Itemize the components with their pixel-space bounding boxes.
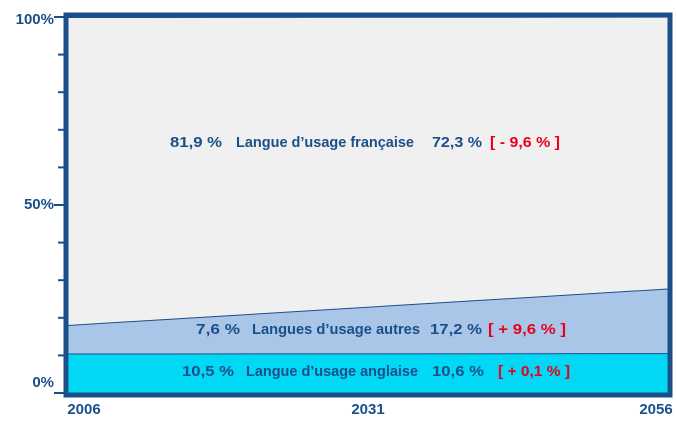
x-tick-label: 2006 — [67, 401, 100, 418]
area — [68, 16, 668, 325]
series-name: Langues d’usage autres — [252, 321, 420, 338]
y-tick-label: 0% — [32, 374, 54, 391]
change-label: [ + 0,1 % ] — [498, 363, 570, 380]
value-label: 7,6 % — [196, 321, 240, 338]
y-tick-label: 100% — [16, 11, 54, 28]
series-name: Langue d’usage française — [236, 134, 414, 151]
value-label: 81,9 % — [170, 134, 222, 151]
y-tick-label: 50% — [24, 196, 54, 213]
value-label: 17,2 % — [430, 321, 482, 338]
area — [68, 288, 668, 354]
x-tick-label: 2031 — [351, 401, 384, 418]
value-label: 72,3 % — [432, 134, 482, 151]
series-name: Langue d’usage anglaise — [246, 363, 418, 380]
change-label: [ + 9,6 % ] — [488, 321, 566, 338]
x-tick-label: 2056 — [639, 401, 672, 418]
value-label: 10,5 % — [182, 363, 234, 380]
change-label: [ - 9,6 % ] — [490, 134, 560, 151]
area — [68, 353, 668, 393]
value-label: 10,6 % — [432, 363, 484, 380]
